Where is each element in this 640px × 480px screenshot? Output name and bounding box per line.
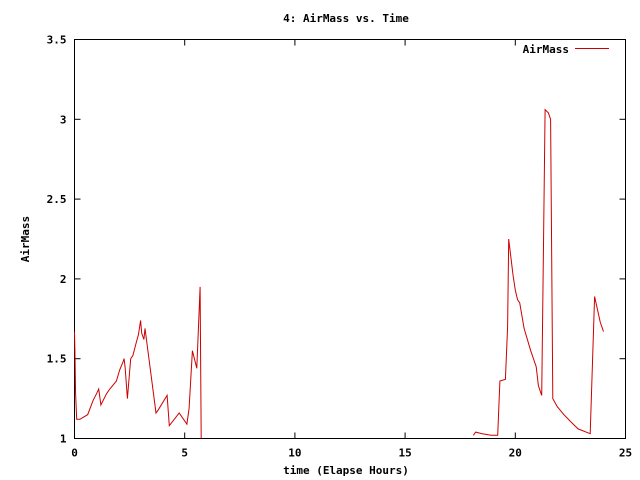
x-tick-label: 0 — [71, 447, 78, 460]
y-tick-label: 1 — [60, 433, 67, 446]
plot-frame — [74, 39, 626, 439]
y-axis-label: AirMass — [19, 216, 32, 262]
x-tick-label: 20 — [509, 447, 522, 460]
chart-title: 4: AirMass vs. Time — [283, 12, 409, 25]
y-tick-label: 2 — [60, 273, 67, 286]
x-tick-label: 10 — [288, 447, 301, 460]
y-tick-label: 2.5 — [47, 193, 67, 206]
series-layer — [74, 108, 604, 439]
series-line-airmass — [74, 286, 202, 439]
axis-ticks — [74, 39, 626, 439]
x-tick-label: 25 — [619, 447, 632, 460]
y-tick-label: 3.5 — [47, 34, 67, 47]
y-tick-label: 3 — [60, 113, 67, 126]
x-axis-label: time (Elapse Hours) — [283, 464, 409, 477]
x-tick-label: 15 — [398, 447, 411, 460]
legend: AirMass — [523, 43, 609, 56]
axis-tick-labels: 0 5 10 15 20 25 1 1.5 2 2.5 3 3.5 — [47, 34, 633, 460]
y-tick-label: 1.5 — [47, 353, 67, 366]
series-line-airmass — [472, 108, 604, 436]
legend-label: AirMass — [523, 43, 569, 56]
x-tick-label: 5 — [181, 447, 188, 460]
